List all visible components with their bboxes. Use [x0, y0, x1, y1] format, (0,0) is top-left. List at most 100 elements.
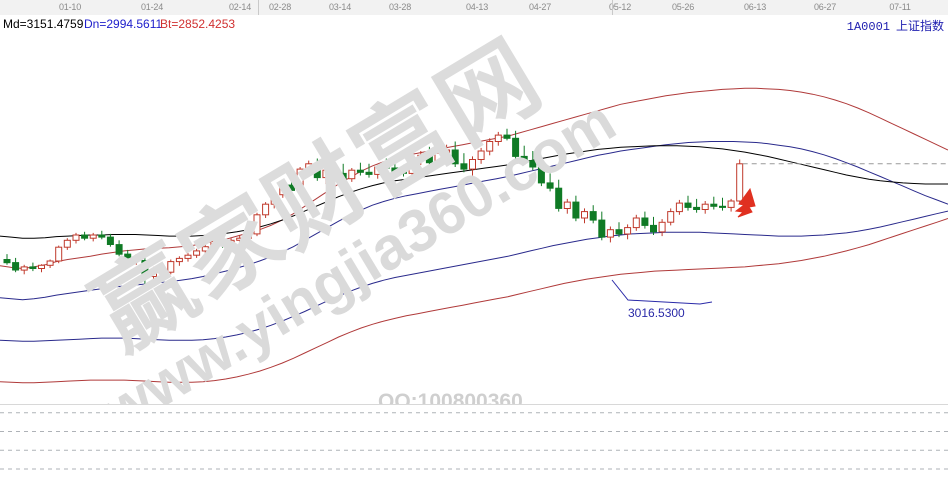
- band-line-lower-red-band: [0, 218, 948, 384]
- bt-indicator-value: Bt=2852.4253: [160, 17, 236, 31]
- candle-down: [391, 167, 399, 172]
- candle-down: [520, 155, 528, 162]
- candle-up: [486, 141, 494, 152]
- candle-up: [296, 168, 304, 191]
- date-tick-06-13: 06-13: [743, 2, 767, 12]
- candle-down: [115, 244, 123, 255]
- price-chart-panel[interactable]: 赢家财富网 www.yingjia360.com 3016.5300: [0, 32, 948, 404]
- candle-down: [400, 170, 407, 174]
- candle-down: [719, 205, 726, 208]
- candle-down: [589, 211, 597, 221]
- candle-up: [253, 214, 261, 235]
- candle-down: [81, 234, 89, 239]
- candle-up: [201, 246, 209, 252]
- down-left-arrow-marker: [734, 187, 756, 218]
- candle-up: [89, 234, 97, 239]
- volume-chart-panel[interactable]: [0, 404, 948, 480]
- date-tick-03-28: 03-28: [388, 2, 412, 12]
- candle-up: [20, 266, 28, 271]
- candle-up: [210, 240, 218, 248]
- candle-up: [624, 227, 632, 235]
- date-tick-05-26: 05-26: [671, 2, 695, 12]
- candle-up: [727, 200, 735, 208]
- candle-down: [615, 229, 623, 235]
- candle-up: [581, 211, 588, 219]
- date-axis-strip: 01-10 01-24 02-14 02-28 03-14 03-28 04-13 04-27…: [0, 0, 948, 16]
- candle-up: [193, 250, 201, 256]
- candle-up: [417, 154, 425, 162]
- annotation-leader-line: [611, 279, 713, 305]
- symbol-code: 1A0001: [846, 20, 890, 34]
- symbol-title: 1A0001 上证指数: [847, 17, 944, 34]
- candle-down: [124, 253, 132, 259]
- candle-down: [460, 163, 468, 170]
- candle-up: [408, 160, 416, 174]
- candle-up: [563, 201, 571, 210]
- md-indicator-value: Md=3151.4759: [3, 17, 84, 31]
- candle-up: [701, 203, 709, 210]
- candle-up: [305, 163, 313, 170]
- date-tick-01-24: 01-24: [140, 2, 164, 12]
- candle-down: [288, 184, 295, 191]
- axis-separator: [258, 0, 259, 15]
- volume-plot-svg: [0, 412, 948, 470]
- candle-up: [72, 234, 80, 241]
- candle-up: [658, 221, 666, 233]
- band-line-upper-blue-band: [0, 141, 948, 301]
- candle-up: [374, 166, 382, 175]
- date-tick-07-11: 07-11: [889, 2, 911, 12]
- candle-up: [632, 217, 640, 229]
- candle-down: [339, 172, 347, 180]
- indicator-header: Md=3151.4759 Dn=2994.5611 Bt=2852.4253 1…: [0, 15, 948, 34]
- candle-down: [546, 182, 554, 189]
- date-tick-04-27: 04-27: [528, 2, 552, 12]
- band-line-upper-red-band: [0, 87, 948, 270]
- date-tick-03-14: 03-14: [328, 2, 352, 12]
- candle-up: [494, 134, 502, 142]
- date-tick-05-12: 05-12: [608, 2, 632, 12]
- candle-up: [675, 202, 683, 213]
- candle-down: [710, 203, 718, 207]
- candle-down: [512, 137, 520, 157]
- date-tick-02-14: 02-14: [228, 2, 252, 12]
- candle-down: [331, 169, 339, 174]
- candle-down: [572, 201, 580, 219]
- candle-down: [313, 163, 321, 179]
- symbol-name: 上证指数: [895, 19, 944, 33]
- candle-up: [150, 269, 157, 278]
- candle-down: [98, 234, 106, 238]
- candle-down: [365, 171, 373, 175]
- band-line-lower-blue-band: [0, 210, 948, 342]
- candle-up: [262, 203, 270, 216]
- candle-up: [244, 233, 252, 239]
- date-tick-04-13: 04-13: [465, 2, 489, 12]
- candle-down: [3, 259, 11, 264]
- candle-up: [606, 229, 614, 238]
- axis-separator: [612, 0, 613, 15]
- candle-down: [356, 169, 364, 173]
- candle-up: [63, 239, 71, 248]
- candle-up: [469, 159, 476, 170]
- candle-down: [555, 187, 563, 209]
- candle-down: [598, 219, 606, 238]
- candle-up: [322, 169, 330, 179]
- candle-up: [184, 254, 192, 259]
- candle-down: [451, 149, 459, 165]
- candle-down: [641, 217, 649, 226]
- candle-up: [227, 239, 235, 247]
- candle-up: [434, 152, 442, 164]
- price-annotation-label: 3016.5300: [628, 306, 685, 320]
- candle-up: [348, 169, 356, 180]
- date-tick-02-28: 02-28: [268, 2, 292, 12]
- candle-up: [167, 261, 175, 273]
- candle-down: [141, 260, 149, 277]
- candle-down: [529, 160, 537, 168]
- candle-up: [279, 184, 287, 196]
- candle-down: [219, 240, 226, 247]
- candle-up: [477, 150, 485, 160]
- candle-down: [425, 154, 433, 164]
- candle-down: [684, 202, 692, 208]
- candle-up: [38, 264, 45, 270]
- candle-up: [132, 257, 140, 262]
